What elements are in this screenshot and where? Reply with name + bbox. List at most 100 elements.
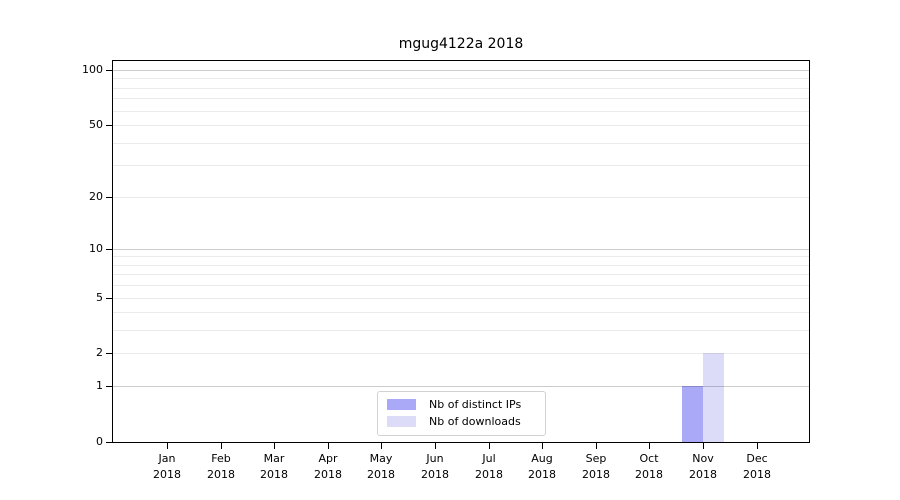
minor-gridline — [113, 256, 809, 257]
x-tick-label: Aug 2018 — [510, 451, 574, 482]
minor-gridline — [113, 165, 809, 166]
minor-gridline — [113, 330, 809, 331]
bar-distinct-ips — [682, 386, 703, 442]
y-tick-label: 10 — [89, 242, 103, 255]
x-tick-month: Jan — [158, 452, 176, 465]
minor-gridline — [113, 353, 809, 354]
x-tick-label: May 2018 — [349, 451, 413, 482]
x-tick-month: Dec — [746, 452, 768, 465]
legend-label: Nb of downloads — [429, 415, 521, 428]
x-tick-label: Nov 2018 — [671, 451, 735, 482]
x-tick — [489, 443, 490, 449]
x-tick-year: 2018 — [314, 467, 342, 481]
bars-layer — [113, 61, 809, 442]
minor-gridline — [113, 88, 809, 89]
y-tick — [106, 197, 112, 198]
x-tick-month: Jul — [482, 452, 496, 465]
y-tick — [106, 70, 112, 71]
legend-entries: Nb of distinct IPs Nb of downloads — [387, 396, 536, 430]
x-tick-label: Sep 2018 — [564, 451, 628, 482]
legend-label: Nb of distinct IPs — [429, 398, 522, 411]
bar-downloads — [703, 353, 724, 442]
x-tick — [435, 443, 436, 449]
x-tick-year: 2018 — [743, 467, 771, 481]
y-tick-label: 50 — [89, 118, 103, 131]
x-tick-label: Oct 2018 — [617, 451, 681, 482]
x-tick — [167, 443, 168, 449]
x-tick-year: 2018 — [260, 467, 288, 481]
x-tick-month: Sep — [585, 452, 607, 465]
minor-gridline — [113, 285, 809, 286]
x-tick-month: Aug — [531, 452, 553, 465]
minor-gridline — [113, 197, 809, 198]
y-tick — [106, 442, 112, 443]
x-tick-month: Nov — [692, 452, 714, 465]
x-tick-month: Apr — [318, 452, 338, 465]
x-tick — [542, 443, 543, 449]
x-tick — [596, 443, 597, 449]
x-tick-label: Apr 2018 — [296, 451, 360, 482]
minor-gridline — [113, 111, 809, 112]
x-tick-month: May — [369, 452, 393, 465]
x-tick — [757, 443, 758, 449]
x-tick-label: Jul 2018 — [457, 451, 521, 482]
x-tick-label: Jun 2018 — [403, 451, 467, 482]
x-tick — [649, 443, 650, 449]
x-tick-year: 2018 — [528, 467, 556, 481]
y-tick — [106, 353, 112, 354]
legend-swatch-icon — [387, 399, 416, 410]
major-gridline — [113, 70, 809, 71]
minor-gridline — [113, 143, 809, 144]
x-tick-year: 2018 — [689, 467, 717, 481]
x-tick-label: Jan 2018 — [135, 451, 199, 482]
x-tick-month: Mar — [263, 452, 285, 465]
minor-gridline — [113, 312, 809, 313]
major-gridline — [113, 249, 809, 250]
x-tick-label: Dec 2018 — [725, 451, 789, 482]
legend-entry: Nb of downloads — [387, 413, 536, 430]
x-tick-month: Feb — [211, 452, 231, 465]
x-tick-year: 2018 — [367, 467, 395, 481]
x-tick — [274, 443, 275, 449]
x-tick-year: 2018 — [635, 467, 663, 481]
minor-gridline — [113, 98, 809, 99]
minor-gridline — [113, 125, 809, 126]
y-tick — [106, 125, 112, 126]
y-tick-label: 1 — [96, 379, 103, 392]
x-tick-year: 2018 — [582, 467, 610, 481]
y-tick-label: 20 — [89, 190, 103, 203]
gridlines-layer — [113, 61, 809, 442]
y-tick-label: 2 — [96, 346, 103, 359]
plot-area — [112, 60, 810, 443]
y-tick-label: 100 — [82, 63, 103, 76]
legend-swatch-icon — [387, 416, 416, 427]
y-tick — [106, 249, 112, 250]
y-tick — [106, 386, 112, 387]
major-gridline — [113, 386, 809, 387]
x-tick — [381, 443, 382, 449]
y-tick-label: 0 — [96, 435, 103, 448]
x-tick-year: 2018 — [475, 467, 503, 481]
legend: Nb of distinct IPs Nb of downloads — [377, 391, 546, 436]
minor-gridline — [113, 298, 809, 299]
x-tick-year: 2018 — [421, 467, 449, 481]
minor-gridline — [113, 78, 809, 79]
legend-entry: Nb of distinct IPs — [387, 396, 536, 413]
minor-gridline — [113, 265, 809, 266]
minor-gridline — [113, 274, 809, 275]
x-tick-month: Oct — [639, 452, 659, 465]
x-tick-year: 2018 — [207, 467, 235, 481]
chart-title: mgug4122a 2018 — [398, 36, 524, 52]
x-tick-label: Mar 2018 — [242, 451, 306, 482]
x-tick-month: Jun — [426, 452, 444, 465]
y-tick — [106, 298, 112, 299]
x-tick-year: 2018 — [153, 467, 181, 481]
y-tick-label: 5 — [96, 291, 103, 304]
x-tick — [221, 443, 222, 449]
x-tick-label: Feb 2018 — [189, 451, 253, 482]
x-tick — [328, 443, 329, 449]
x-tick — [703, 443, 704, 449]
